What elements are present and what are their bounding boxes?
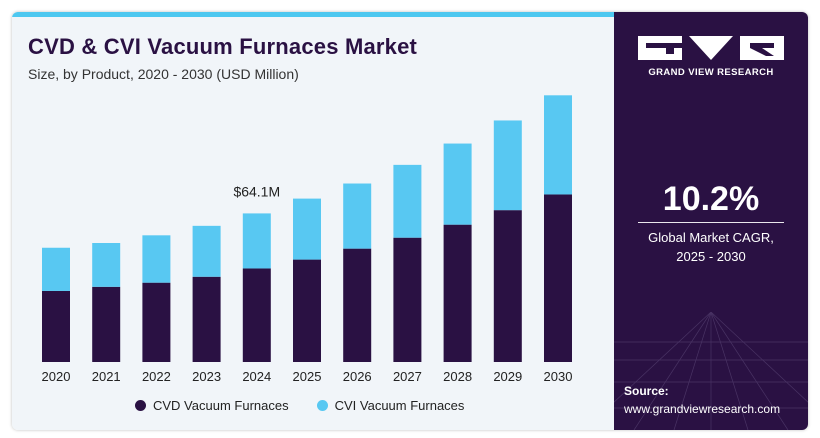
legend-item-cvd: CVD Vacuum Furnaces [135,398,289,413]
chart-panel: CVD & CVI Vacuum Furnaces Market Size, b… [12,12,614,430]
x-tick-label-2022: 2022 [142,369,171,384]
bar-cvi-2027 [393,164,422,238]
x-tick-label-2029: 2029 [493,369,522,384]
legend-label-cvi: CVI Vacuum Furnaces [334,398,465,413]
bar-cvd-2030 [544,194,572,362]
bar-cvi-2024 [242,213,271,269]
accent-bar [12,12,614,17]
divider [638,222,784,223]
cagr-label: Global Market CAGR, 2025 - 2030 [614,228,808,266]
bar-cvi-2030 [544,95,572,195]
cagr-value: 10.2% [662,180,760,218]
bar-cvi-2023 [192,225,221,277]
bar-cvi-2022 [142,235,171,283]
x-tick-label-2021: 2021 [92,369,121,384]
x-tick-label-2026: 2026 [343,369,372,384]
bar-cvd-2029 [493,210,522,362]
cagr-label-line1: Global Market CAGR, [648,230,774,245]
bar-cvd-2027 [393,237,422,362]
bar-cvd-2023 [192,276,221,362]
bar-cvi-2028 [443,143,472,225]
bar-cvi-2021 [92,243,121,287]
x-tick-label-2024: 2024 [242,369,271,384]
decorative-grid [614,312,808,430]
legend-label-cvd: CVD Vacuum Furnaces [153,398,289,413]
bar-cvi-2020 [42,247,70,291]
bar-cvi-2025 [293,198,321,260]
chart-subtitle: Size, by Product, 2020 - 2030 (USD Milli… [28,66,299,82]
data-label-2024: $64.1M [233,183,280,199]
bar-cvd-2024 [242,268,271,362]
bar-cvd-2020 [42,290,70,362]
legend: CVD Vacuum Furnaces CVI Vacuum Furnaces [135,398,492,413]
bar-cvi-2029 [493,120,522,211]
source-label: Source: [624,384,669,398]
x-tick-label-2028: 2028 [443,369,472,384]
x-tick-label-2027: 2027 [393,369,422,384]
bar-cvd-2028 [443,224,472,362]
bar-cvd-2026 [343,248,372,362]
bar-chart: 2020 2021 2022 2023 2024 $64.1M 2025 2026 2027 20… [42,95,573,384]
bar-cvd-2025 [293,259,321,362]
bar-cvi-2026 [343,183,372,249]
brand-name: GRAND VIEW RESEARCH [648,67,774,78]
chart-title: CVD & CVI Vacuum Furnaces Market [28,34,418,59]
infographic-card: CVD & CVI Vacuum Furnaces Market Size, b… [12,12,808,430]
bar-cvd-2022 [142,282,171,362]
source-url[interactable]: www.grandviewresearch.com [624,402,781,416]
grand-view-research-logo [638,36,784,60]
x-tick-label-2030: 2030 [544,369,573,384]
x-tick-label-2023: 2023 [192,369,221,384]
x-tick-label-2020: 2020 [42,369,71,384]
cagr-label-line2: 2025 - 2030 [676,249,746,264]
legend-item-cvi: CVI Vacuum Furnaces [316,398,465,413]
x-tick-label-2025: 2025 [293,369,322,384]
bar-cvd-2021 [92,286,121,362]
legend-swatch-cvd [135,400,146,411]
legend-swatch-cvi [316,400,328,411]
side-panel: GRAND VIEW RESEARCH 10.2% Global Market … [614,12,808,430]
